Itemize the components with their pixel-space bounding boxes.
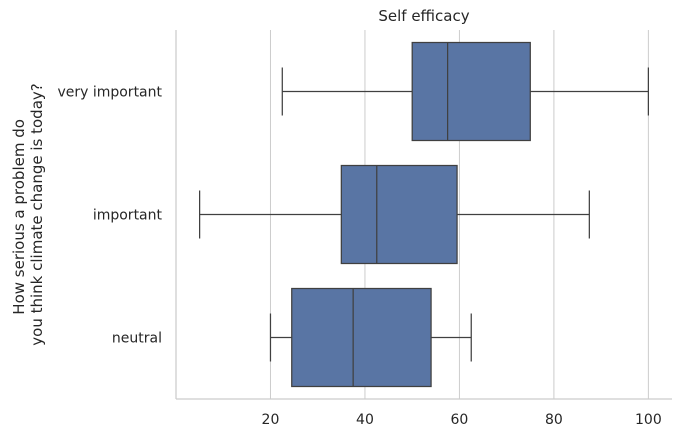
box-group bbox=[281, 41, 650, 142]
box-group bbox=[269, 287, 472, 388]
y-category-label: neutral bbox=[112, 331, 162, 347]
box-iqr bbox=[291, 287, 432, 388]
y-category-label: important bbox=[93, 208, 163, 224]
y-axis-title-line-2: you think climate change is today? bbox=[28, 83, 46, 345]
chart-title: Self efficacy bbox=[378, 7, 469, 25]
y-axis-title: How serious a problem do you think clima… bbox=[10, 83, 46, 345]
x-tick-label: 100 bbox=[635, 412, 662, 428]
x-tick-label: 40 bbox=[356, 412, 374, 428]
y-axis-title-line-1: How serious a problem do bbox=[10, 119, 28, 315]
box-iqr bbox=[340, 164, 458, 265]
x-tick-label: 80 bbox=[545, 412, 563, 428]
box-iqr bbox=[411, 41, 531, 142]
x-tick-label: 20 bbox=[262, 412, 280, 428]
x-tick-label: 60 bbox=[451, 412, 469, 428]
y-category-label: very important bbox=[57, 85, 162, 101]
box-group bbox=[198, 164, 590, 265]
